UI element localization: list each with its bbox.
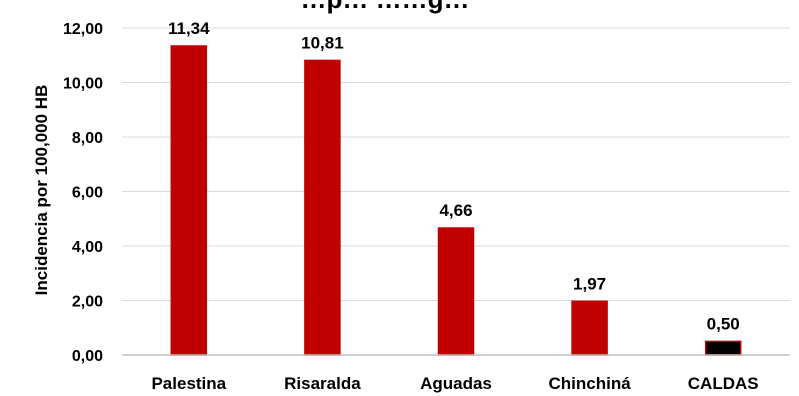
- chart-title: …p… ……g…: [301, 0, 470, 14]
- x-axis-categories: Palestina Risaralda Aguadas Chinchiná CALDAS: [151, 374, 758, 393]
- y-tick-label: 0,00: [72, 348, 103, 365]
- bar-risaralda: [304, 59, 341, 356]
- x-category-label: CALDAS: [688, 374, 759, 393]
- data-label: 0,50: [707, 314, 740, 333]
- y-tick-label: 4,00: [72, 239, 103, 256]
- y-tick-label: 6,00: [72, 185, 103, 202]
- bar-palestina: [170, 45, 208, 356]
- gridlines: [122, 27, 790, 301]
- y-tick-label: 2,00: [72, 294, 103, 311]
- x-category-label: Palestina: [151, 374, 226, 393]
- bar-caldas: [704, 340, 742, 356]
- bar-aguadas: [437, 227, 475, 356]
- x-category-label: Risaralda: [284, 374, 361, 393]
- x-category-label: Chinchiná: [549, 374, 632, 393]
- data-label: 4,66: [439, 201, 472, 220]
- x-category-label: Aguadas: [420, 374, 492, 393]
- bar-chinchin-: [571, 300, 608, 356]
- bars: [170, 45, 742, 356]
- data-label: 1,97: [573, 274, 606, 293]
- data-labels: 11,34 10,81 4,66 1,97 0,50: [168, 19, 740, 333]
- y-tick-label: 12,00: [63, 21, 103, 38]
- data-label: 11,34: [168, 19, 210, 38]
- y-tick-label: 8,00: [72, 130, 103, 147]
- y-axis-ticks: 0,00 2,00 4,00 6,00 8,00 10,00 12,00: [63, 21, 103, 365]
- data-label: 10,81: [301, 33, 344, 52]
- y-tick-label: 10,00: [63, 76, 103, 93]
- y-axis-title: Incidencia por 100,000 HB: [32, 85, 51, 296]
